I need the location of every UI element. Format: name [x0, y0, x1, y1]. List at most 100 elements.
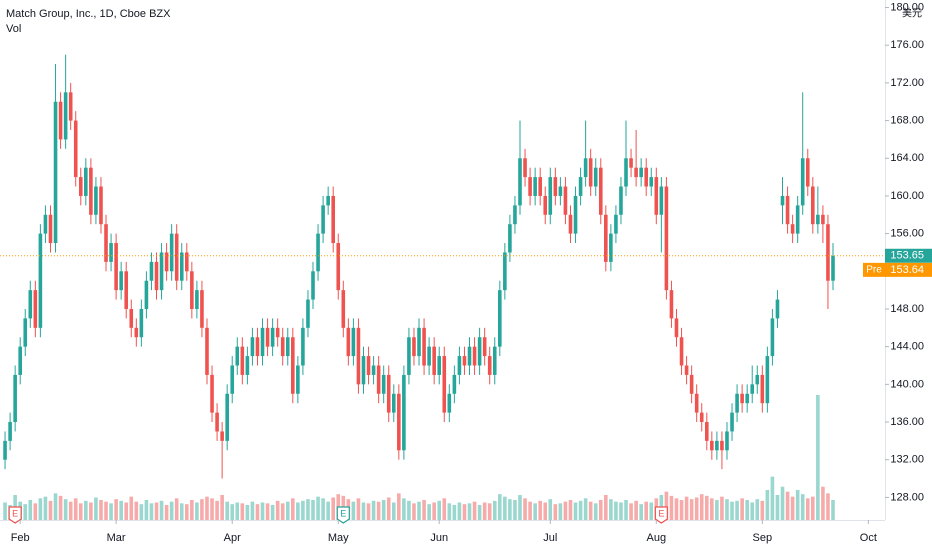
- candle-body: [624, 158, 628, 187]
- candle-body: [811, 186, 815, 225]
- volume-bar: [568, 500, 573, 520]
- volume-bar: [770, 476, 775, 520]
- candle-body: [311, 271, 315, 300]
- volume-bar: [614, 501, 618, 520]
- candle-body: [179, 252, 184, 281]
- currency-label: 美元: [902, 7, 922, 20]
- volume-bar: [598, 500, 603, 520]
- volume-bar: [745, 500, 749, 520]
- volume-bar: [386, 497, 391, 520]
- volume-bar: [583, 498, 588, 520]
- candle-body: [28, 290, 33, 319]
- volume-bar: [548, 499, 553, 520]
- volume-bar: [356, 498, 361, 520]
- volume-bar: [775, 495, 780, 520]
- volume-bar: [280, 503, 285, 520]
- candle-body: [68, 92, 73, 121]
- volume-bar: [104, 501, 108, 520]
- candle-body: [765, 356, 770, 404]
- last-price-tag: [885, 248, 932, 263]
- volume-bar: [306, 499, 310, 520]
- candle-body: [780, 195, 785, 206]
- candle-body: [467, 346, 472, 366]
- volume-bar: [644, 501, 649, 520]
- candle-body: [588, 158, 593, 187]
- candle-body: [210, 374, 214, 413]
- candle-body: [89, 167, 93, 215]
- volume-bar: [730, 501, 734, 520]
- candle-body: [528, 177, 532, 196]
- candle-body: [38, 233, 43, 328]
- candle-body: [609, 233, 613, 262]
- candle-body: [381, 374, 386, 394]
- volume-bar: [210, 498, 214, 520]
- volume-bar: [38, 498, 43, 520]
- candle-body: [679, 337, 684, 366]
- candle-body: [750, 384, 755, 394]
- volume-bar: [184, 504, 189, 520]
- volume-bar: [169, 501, 174, 520]
- volume-bar: [780, 486, 785, 520]
- volume-bar: [371, 500, 376, 520]
- candle-body: [452, 374, 457, 394]
- candle-body: [169, 233, 174, 272]
- volume-bar: [275, 500, 280, 520]
- candle-body: [114, 243, 118, 291]
- candle-body: [48, 214, 53, 244]
- volume-bar: [795, 490, 800, 520]
- volume-bar: [427, 504, 431, 520]
- candle-body: [654, 177, 659, 215]
- volume-bar: [437, 500, 442, 520]
- volume-bar: [523, 498, 527, 520]
- earnings-flag: [336, 506, 350, 524]
- volume-bar: [402, 498, 406, 520]
- volume-bar: [790, 496, 795, 520]
- candle-body: [144, 280, 149, 309]
- volume-bar: [760, 500, 765, 520]
- candle-body: [371, 365, 376, 375]
- volume-bar: [624, 500, 628, 520]
- volume-bar: [699, 494, 704, 520]
- candle-body: [8, 422, 12, 441]
- candle-body: [341, 290, 346, 328]
- volume-bar: [89, 502, 93, 520]
- volume-bar: [669, 495, 674, 520]
- candle-body: [84, 167, 88, 196]
- y-tick-label: 172.00: [890, 77, 924, 89]
- volume-bar: [704, 495, 709, 520]
- volume-bar: [573, 502, 578, 520]
- volume-bar: [124, 502, 129, 520]
- candle-body: [260, 327, 265, 357]
- candle-body: [13, 374, 17, 423]
- candle-body: [104, 224, 108, 262]
- candle-body: [770, 318, 775, 357]
- volume-bar: [578, 500, 583, 520]
- candle-body: [492, 346, 497, 375]
- volume-bar: [826, 493, 830, 520]
- volume-bar: [270, 505, 275, 520]
- candle-body: [674, 318, 679, 338]
- candle-body: [487, 356, 492, 375]
- candle-body: [154, 261, 159, 291]
- candle-body: [275, 327, 280, 338]
- earnings-label: E: [340, 508, 346, 518]
- candle-body: [462, 356, 467, 366]
- volume-bar: [553, 504, 558, 520]
- volume-bar: [725, 499, 729, 520]
- volume-bar: [407, 500, 411, 520]
- candle-body: [220, 431, 224, 441]
- candle-body: [578, 177, 583, 196]
- volume-bar: [740, 498, 744, 520]
- candle-body: [457, 356, 462, 375]
- candle-body: [58, 101, 63, 140]
- candle-body: [710, 440, 714, 451]
- candle-body: [725, 431, 729, 451]
- volume-bar: [755, 499, 760, 520]
- candle-body: [715, 440, 719, 451]
- volume-bar: [195, 502, 199, 520]
- candle-body: [386, 374, 391, 413]
- volume-bar: [492, 500, 497, 520]
- volume-bar: [225, 501, 229, 520]
